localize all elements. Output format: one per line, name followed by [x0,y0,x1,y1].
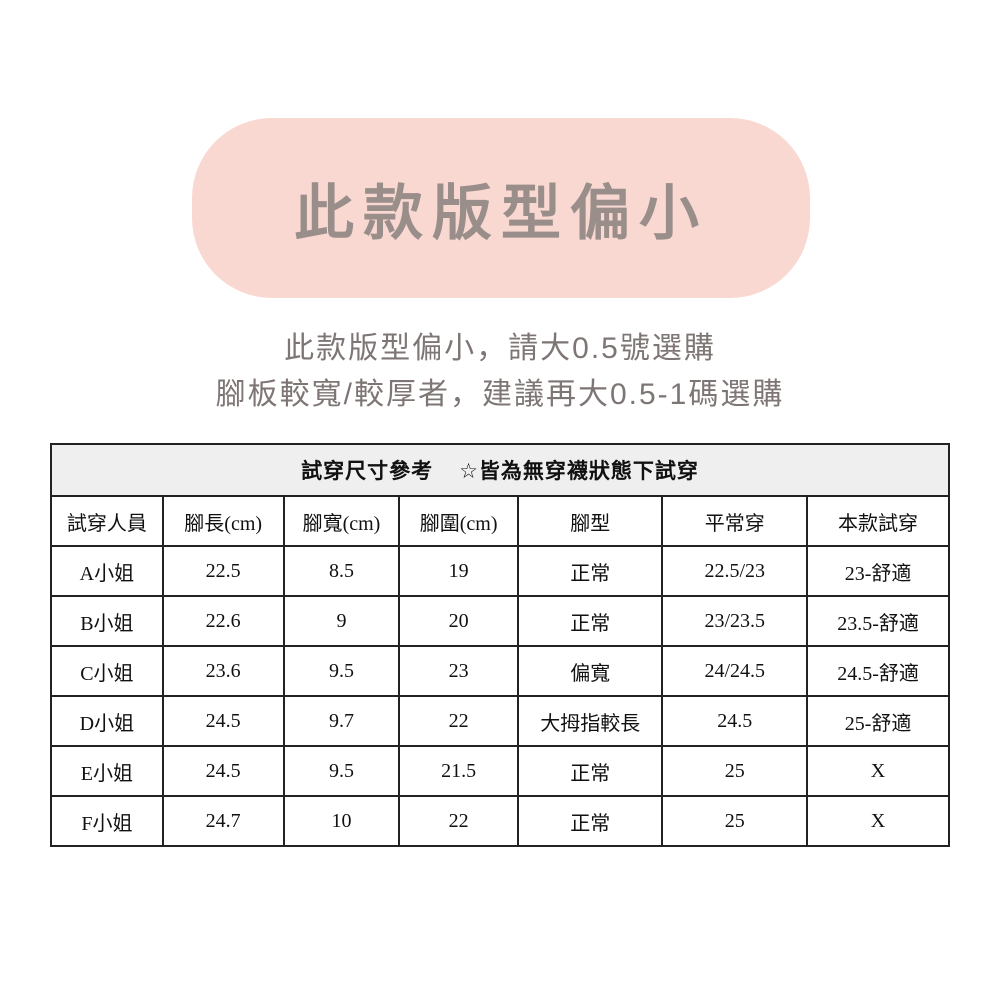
table-cell: 23-舒適 [806,545,950,597]
fit-warning-banner: 此款版型偏小 [192,118,810,298]
table-cell: 23.6 [161,645,285,697]
table-cell: 25 [661,745,809,797]
table-cell: 9.7 [282,695,401,747]
header-foot-length: 腳長(cm) [161,495,285,547]
table-cell: 正常 [516,545,664,597]
table-row: C小姐 23.6 9.5 23 偏寬 24/24.5 24.5-舒適 [50,645,950,697]
table-cell: 25-舒適 [806,695,950,747]
table-cell: 24.5 [661,695,809,747]
sizing-advice-line2: 腳板較寬/較厚者，建議再大0.5-1碼選購 [215,378,785,411]
table-cell: 正常 [516,745,664,797]
header-tried-size: 本款試穿 [806,495,950,547]
table-cell: 21.5 [398,745,519,797]
sizing-advice-line1: 此款版型偏小，請大0.5號選購 [284,332,716,365]
table-cell: 23.5-舒適 [806,595,950,647]
table-title: 試穿尺寸參考 [301,460,434,483]
table-cell: 25 [661,795,809,847]
table-cell: 正常 [516,795,664,847]
table-cell: 20 [398,595,519,647]
table-cell: C小姐 [50,645,164,697]
table-cell: 8.5 [282,545,401,597]
header-person: 試穿人員 [50,495,164,547]
table-title-note: 皆為無穿襪狀態下試穿 [478,460,699,483]
table-row: E小姐 24.5 9.5 21.5 正常 25 X [50,745,950,797]
table-cell: D小姐 [50,695,164,747]
table-cell: 22 [398,795,519,847]
table-cell: 24.5 [161,745,285,797]
header-foot-girth: 腳圍(cm) [398,495,519,547]
table-cell: E小姐 [50,745,164,797]
table-title-row: 試穿尺寸參考 ☆皆為無穿襪狀態下試穿 [50,443,950,497]
table-cell: 9.5 [282,745,401,797]
table-cell: X [806,745,950,797]
star-icon: ☆ [459,460,479,483]
table-header-row: 試穿人員 腳長(cm) 腳寬(cm) 腳圍(cm) 腳型 平常穿 本款試穿 [50,495,950,547]
table-cell: 24/24.5 [661,645,809,697]
table-cell: 24.7 [161,795,285,847]
table-cell: X [806,795,950,847]
header-foot-type: 腳型 [516,495,664,547]
table-cell: 23 [398,645,519,697]
table-cell: A小姐 [50,545,164,597]
table-cell: 24.5 [161,695,285,747]
header-foot-width: 腳寬(cm) [282,495,401,547]
table-row: F小姐 24.7 10 22 正常 25 X [50,795,950,847]
table-cell: 正常 [516,595,664,647]
table-cell: 22.5/23 [661,545,809,597]
table-cell: 10 [282,795,401,847]
table-cell: 22.6 [161,595,285,647]
table-cell: 22.5 [161,545,285,597]
table-cell: 23/23.5 [661,595,809,647]
table-title-cell: 試穿尺寸參考 ☆皆為無穿襪狀態下試穿 [50,443,950,497]
table-row: D小姐 24.5 9.7 22 大拇指較長 24.5 25-舒適 [50,695,950,747]
sizing-advice: 此款版型偏小，請大0.5號選購 腳板較寬/較厚者，建議再大0.5-1碼選購 [0,326,1000,418]
table-cell: 9 [282,595,401,647]
table-cell: 22 [398,695,519,747]
table-cell: 大拇指較長 [516,695,664,747]
try-on-size-table: 試穿尺寸參考 ☆皆為無穿襪狀態下試穿 試穿人員 腳長(cm) 腳寬(cm) 腳圍(… [50,443,950,847]
table-row: B小姐 22.6 9 20 正常 23/23.5 23.5-舒適 [50,595,950,647]
table-cell: 9.5 [282,645,401,697]
table-cell: B小姐 [50,595,164,647]
table-cell: 偏寬 [516,645,664,697]
header-usual-size: 平常穿 [661,495,809,547]
fit-warning-text: 此款版型偏小 [294,179,708,247]
table-cell: 24.5-舒適 [806,645,950,697]
table-row: A小姐 22.5 8.5 19 正常 22.5/23 23-舒適 [50,545,950,597]
table-cell: 19 [398,545,519,597]
table-cell: F小姐 [50,795,164,847]
